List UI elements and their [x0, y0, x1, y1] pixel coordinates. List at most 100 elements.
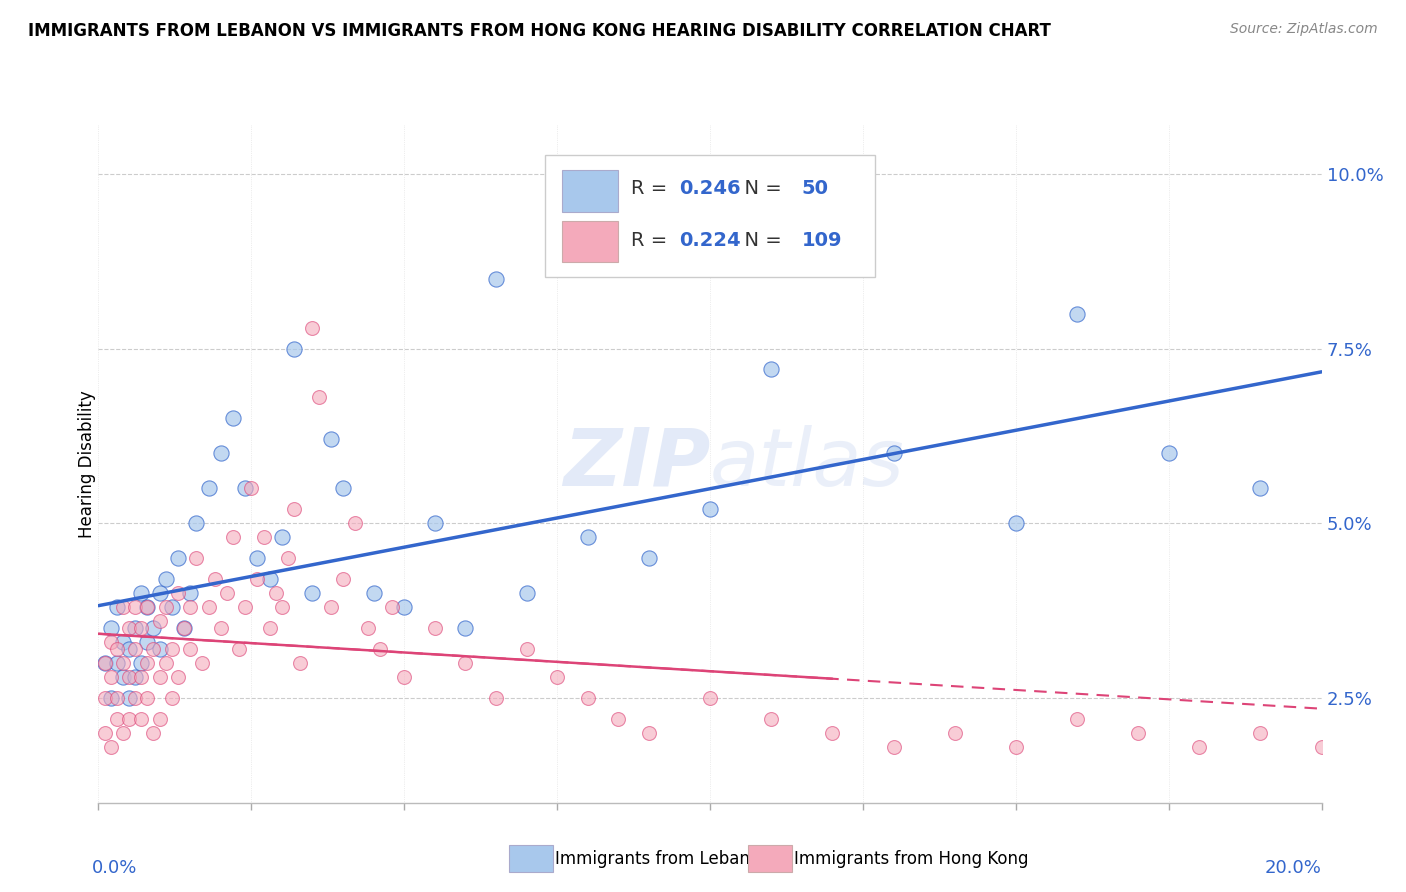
Point [264, 586, 287, 600]
Point [637, 551, 661, 566]
Point [1066, 712, 1088, 726]
Point [124, 690, 146, 705]
Point [105, 712, 128, 726]
Point [344, 516, 367, 531]
Point [160, 690, 183, 705]
Text: 0.0%: 0.0% [93, 859, 138, 877]
Point [105, 642, 128, 657]
Text: Immigrants from Lebanon: Immigrants from Lebanon [555, 850, 770, 868]
Point [100, 670, 122, 684]
Point [100, 690, 122, 705]
Point [111, 726, 134, 740]
Point [277, 551, 299, 566]
Point [332, 481, 354, 495]
Point [368, 642, 391, 657]
Point [118, 642, 141, 657]
Text: 20.0%: 20.0% [1265, 859, 1322, 877]
Text: ZIP: ZIP [562, 425, 710, 503]
Point [381, 600, 404, 615]
Point [301, 320, 323, 334]
Y-axis label: Hearing Disability: Hearing Disability [79, 390, 96, 538]
Point [233, 600, 256, 615]
Text: N =: N = [733, 179, 787, 198]
Point [186, 516, 208, 531]
Point [209, 446, 232, 460]
Point [259, 572, 281, 586]
Point [173, 621, 195, 635]
Point [1371, 726, 1393, 740]
Point [270, 530, 292, 544]
Point [136, 635, 159, 649]
Point [252, 530, 274, 544]
Point [136, 600, 159, 615]
Text: N =: N = [733, 231, 787, 250]
Point [155, 572, 177, 586]
Text: atlas: atlas [710, 425, 905, 503]
Point [392, 670, 416, 684]
Point [124, 621, 146, 635]
Point [142, 642, 165, 657]
Point [111, 670, 134, 684]
Point [485, 271, 508, 285]
Point [111, 656, 134, 670]
Point [204, 572, 226, 586]
Point [155, 656, 177, 670]
Point [1249, 726, 1271, 740]
Point [118, 712, 141, 726]
Point [124, 642, 146, 657]
Point [93, 690, 115, 705]
Point [197, 600, 219, 615]
Point [136, 656, 159, 670]
Point [129, 656, 152, 670]
Point [883, 446, 905, 460]
Point [129, 670, 152, 684]
Point [308, 391, 330, 405]
Point [759, 362, 782, 376]
Point [191, 656, 214, 670]
FancyBboxPatch shape [562, 170, 619, 211]
Point [1004, 516, 1026, 531]
Point [392, 600, 416, 615]
Point [270, 600, 292, 615]
Point [454, 621, 477, 635]
Point [1310, 739, 1333, 754]
Point [129, 712, 152, 726]
Point [215, 586, 238, 600]
Point [93, 656, 115, 670]
Point [454, 656, 477, 670]
Point [118, 670, 141, 684]
Point [1188, 739, 1211, 754]
Point [240, 481, 263, 495]
Point [699, 502, 721, 516]
Point [759, 712, 782, 726]
Point [516, 642, 538, 657]
Point [222, 530, 245, 544]
Point [105, 600, 128, 615]
Point [136, 690, 159, 705]
Point [423, 621, 446, 635]
Point [576, 690, 599, 705]
Point [118, 690, 141, 705]
Point [821, 726, 844, 740]
Text: Source: ZipAtlas.com: Source: ZipAtlas.com [1230, 22, 1378, 37]
Point [332, 572, 354, 586]
Point [167, 551, 190, 566]
Text: R =: R = [630, 231, 673, 250]
Point [160, 600, 183, 615]
Point [149, 614, 172, 628]
Point [179, 586, 201, 600]
Point [485, 690, 508, 705]
Point [222, 411, 245, 425]
Text: 50: 50 [801, 179, 828, 198]
Point [129, 586, 152, 600]
Point [363, 586, 385, 600]
Point [319, 433, 342, 447]
Text: Immigrants from Hong Kong: Immigrants from Hong Kong [794, 850, 1029, 868]
Point [155, 600, 177, 615]
Point [149, 712, 172, 726]
Point [699, 690, 721, 705]
Text: 0.224: 0.224 [679, 231, 741, 250]
Point [283, 502, 305, 516]
Point [943, 726, 966, 740]
Point [105, 690, 128, 705]
